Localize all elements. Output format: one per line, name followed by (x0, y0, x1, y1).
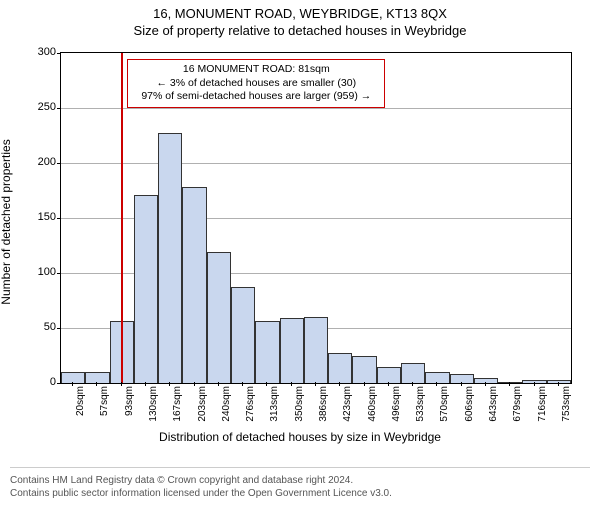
x-tick-label: 276sqm (245, 386, 256, 422)
subject-property-callout: 16 MONUMENT ROAD: 81sqm← 3% of detached … (127, 59, 385, 108)
histogram-bar (207, 252, 231, 383)
x-tick-label: 496sqm (391, 386, 402, 422)
x-tick-label: 533sqm (415, 386, 426, 422)
x-tick-label: 130sqm (148, 386, 159, 422)
x-tick-label: 167sqm (172, 386, 183, 422)
subject-property-marker (121, 53, 123, 383)
x-tick-label: 753sqm (561, 386, 572, 422)
histogram-bar (401, 363, 425, 383)
y-tick-label: 50 (16, 321, 56, 333)
histogram-bar (158, 133, 182, 383)
x-tick-label: 313sqm (269, 386, 280, 422)
x-tick-label: 386sqm (318, 386, 329, 422)
y-tick-label: 150 (16, 211, 56, 223)
y-tick-label: 250 (16, 101, 56, 113)
callout-line: 16 MONUMENT ROAD: 81sqm (134, 63, 378, 77)
x-tick-label: 93sqm (124, 386, 135, 416)
histogram-bar (377, 367, 401, 384)
histogram-bar (134, 195, 158, 383)
y-axis-label: Number of detached properties (0, 139, 13, 304)
histogram-bar (304, 317, 328, 383)
histogram-bar (352, 356, 376, 384)
x-tick-label: 20sqm (75, 386, 86, 416)
x-tick-label: 679sqm (512, 386, 523, 422)
y-tick-label: 200 (16, 156, 56, 168)
x-tick-label: 350sqm (294, 386, 305, 422)
callout-line: ← 3% of detached houses are smaller (30) (134, 77, 378, 91)
x-tick-label: 203sqm (197, 386, 208, 422)
histogram-bar (280, 318, 304, 383)
x-tick-label: 423sqm (342, 386, 353, 422)
histogram-bar (182, 187, 206, 383)
attribution-footer: Contains HM Land Registry data © Crown c… (10, 467, 590, 500)
histogram-bar (255, 321, 279, 383)
histogram-bar (328, 353, 352, 383)
y-tick-label: 0 (16, 376, 56, 388)
y-tick-label: 300 (16, 46, 56, 58)
x-axis-label: Distribution of detached houses by size … (0, 430, 600, 444)
grid-line (61, 108, 571, 109)
x-tick-label: 460sqm (367, 386, 378, 422)
x-tick-label: 570sqm (439, 386, 450, 422)
x-tick-label: 240sqm (221, 386, 232, 422)
callout-line: 97% of semi-detached houses are larger (… (134, 90, 378, 104)
histogram-bar (231, 287, 255, 383)
chart-subtitle: Size of property relative to detached ho… (0, 23, 600, 38)
x-tick-label: 643sqm (488, 386, 499, 422)
x-tick-label: 716sqm (537, 386, 548, 422)
x-tick-label: 57sqm (99, 386, 110, 416)
x-tick-label: 606sqm (464, 386, 475, 422)
footer-line: Contains public sector information licen… (10, 487, 590, 500)
footer-line: Contains HM Land Registry data © Crown c… (10, 474, 590, 487)
y-tick-label: 100 (16, 266, 56, 278)
page-title: 16, MONUMENT ROAD, WEYBRIDGE, KT13 8QX (0, 6, 600, 21)
histogram-chart: Number of detached properties 16 MONUMEN… (0, 42, 600, 442)
plot-area: 16 MONUMENT ROAD: 81sqm← 3% of detached … (60, 52, 572, 384)
grid-line (61, 163, 571, 164)
